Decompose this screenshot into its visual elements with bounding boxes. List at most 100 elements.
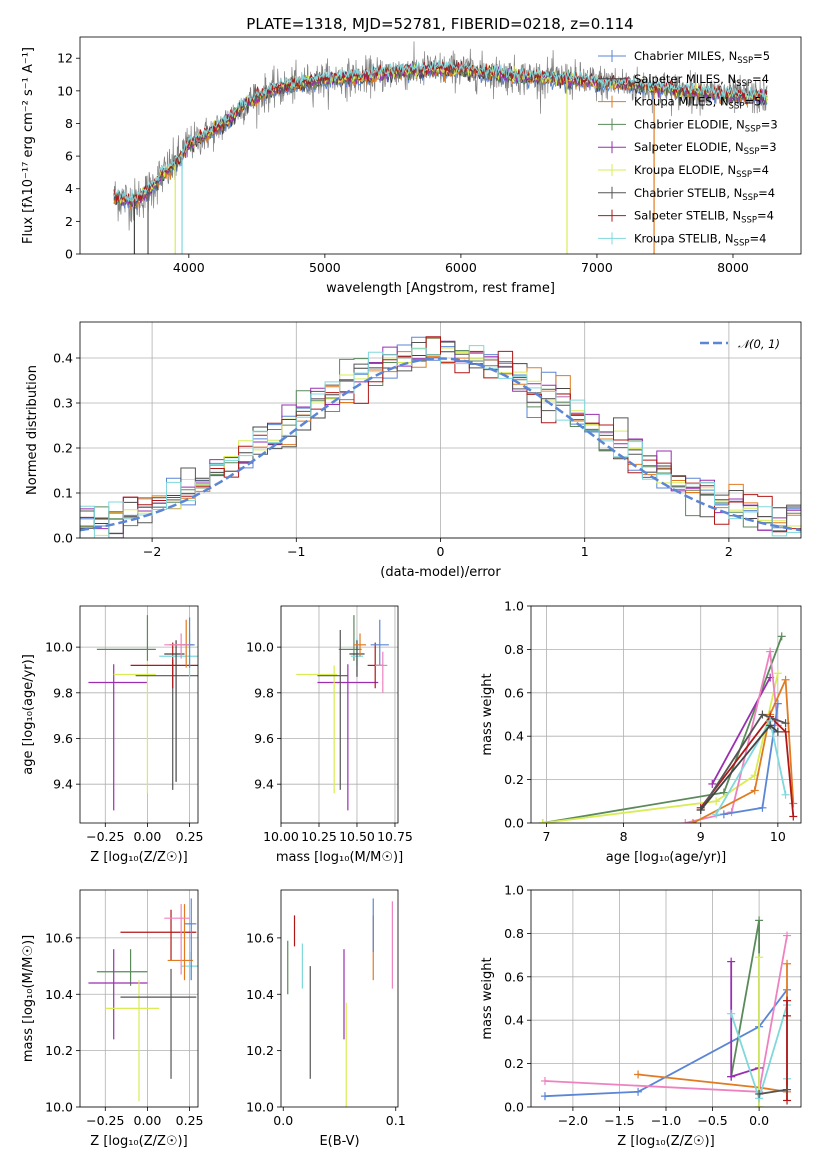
x-axis-label: age [log₁₀(age/yr)] — [606, 850, 727, 865]
ticks: −2 −1 0 1 2 0.0 0.1 0.2 0.3 0.4 — [53, 351, 733, 560]
y-tick-label: 1.0 — [504, 883, 524, 898]
normal-reference-curve — [80, 357, 801, 532]
y-tick-label: 9.4 — [254, 777, 274, 792]
plot-area — [80, 336, 801, 538]
weight-line — [544, 989, 788, 1098]
y-axis-label: Flux [fλ10⁻¹⁷ erg cm⁻² s⁻¹ A⁻¹] — [21, 47, 36, 244]
legend-label: Chabrier MILES, NSSP=5 — [634, 49, 770, 66]
plot-area — [113, 41, 768, 254]
y-tick-label: 0.0 — [504, 1100, 524, 1115]
residuals-panel: −2 −1 0 1 2 0.0 0.1 0.2 0.3 0.4 (data-model)/error… — [25, 321, 802, 580]
figure-title: PLATE=1318, MJD=52781, FIBERID=0218, z=0… — [246, 15, 633, 33]
y-tick-label: 0.6 — [504, 969, 524, 984]
x-tick-label: 10.75 — [377, 829, 413, 844]
y-tick-label: 1.0 — [504, 599, 524, 614]
y-tick-label: 9.8 — [53, 685, 73, 700]
y-tick-label: 0.8 — [504, 926, 524, 941]
ticks: 10.00 10.25 10.50 10.75 9.4 9.6 9.8 10.0 — [246, 640, 413, 844]
y-tick-label: 4 — [65, 181, 73, 196]
spectrum-panel: 4000 5000 6000 7000 8000 0 2 4 6 8 10 12 wavelength … — [21, 36, 802, 296]
x-tick-label: 8000 — [717, 260, 749, 275]
weight-line — [758, 1088, 788, 1095]
legend-label: Kroupa ELODIE, NSSP=4 — [634, 163, 769, 180]
weight-vs-metallicity-panel: −2.0 −1.5 −1.0 −0.5 0.0 0.0 0.2 0.4 0.6 0.8 1.0 Z [… — [480, 883, 802, 1149]
x-tick-label: −1 — [287, 544, 305, 559]
plot-area — [296, 615, 389, 811]
x-tick-label: 6000 — [445, 260, 477, 275]
ticks: 7 8 9 10 0.0 0.2 0.4 0.6 0.8 1.0 — [504, 599, 786, 845]
x-tick-label: −1.5 — [604, 1113, 634, 1128]
axes-frame — [79, 889, 199, 1108]
y-tick-label: 10.4 — [45, 987, 73, 1002]
y-tick-label: 0.8 — [504, 642, 524, 657]
spectrum-legend: Chabrier MILES, NSSP=5 Salpeter MILES, NS… — [598, 49, 778, 248]
x-tick-label: −2 — [143, 544, 161, 559]
legend-label: Salpeter STELIB, NSSP=4 — [634, 209, 774, 226]
y-tick-label: 2 — [65, 214, 73, 229]
mass-vs-metallicity-panel: −0.25 0.00 0.25 10.0 10.2 10.4 10.6 Z [log₁₀(Z/… — [21, 889, 203, 1149]
axes-frame — [280, 605, 399, 824]
y-tick-label: 0.6 — [504, 685, 524, 700]
x-tick-label: 10.50 — [339, 829, 375, 844]
ticks: −0.25 0.00 0.25 9.4 9.6 9.8 10.0 — [45, 640, 203, 844]
x-tick-label: 0.00 — [134, 829, 162, 844]
y-tick-label: 0.2 — [504, 1056, 524, 1071]
legend-label: Salpeter ELODIE, NSSP=3 — [634, 140, 777, 157]
x-tick-label: 1 — [581, 544, 589, 559]
x-tick-label: −2.0 — [558, 1113, 588, 1128]
y-tick-label: 0.0 — [53, 531, 73, 546]
y-tick-label: 8 — [65, 116, 73, 131]
x-tick-label: −1.0 — [651, 1113, 681, 1128]
axes-frame — [79, 321, 802, 539]
plot-area — [287, 898, 393, 1107]
x-axis-label: E(B-V) — [319, 1134, 359, 1149]
y-tick-label: 10.6 — [246, 930, 274, 945]
y-tick-label: 10.6 — [45, 930, 73, 945]
y-tick-label: 9.6 — [254, 731, 274, 746]
x-tick-label: 7 — [542, 829, 550, 844]
axes-frame — [79, 605, 199, 824]
weight-line — [699, 715, 795, 817]
x-axis-label: Z [log₁₀(Z/Z☉)] — [90, 850, 187, 865]
plot-area — [88, 615, 198, 811]
y-tick-label: 10.4 — [246, 987, 274, 1002]
x-tick-label: 10 — [770, 829, 786, 844]
x-tick-label: 4000 — [173, 260, 205, 275]
ticks: 0.0 0.1 10.0 10.2 10.4 10.6 — [246, 930, 406, 1128]
y-tick-label: 6 — [65, 149, 73, 164]
y-tick-label: 0.1 — [53, 486, 73, 501]
x-tick-label: 0.1 — [386, 1113, 406, 1128]
x-tick-label: 0.00 — [134, 1113, 162, 1128]
x-tick-label: 8 — [620, 829, 628, 844]
spectrum-model-line — [113, 63, 768, 207]
y-tick-label: 0.0 — [504, 816, 524, 831]
y-tick-label: 0.2 — [504, 772, 524, 787]
y-tick-label: 10.0 — [45, 640, 73, 655]
y-tick-label: 9.8 — [254, 685, 274, 700]
y-tick-label: 10.2 — [45, 1043, 73, 1058]
y-tick-label: 0.4 — [53, 351, 73, 366]
y-axis-label: mass weight — [480, 673, 495, 755]
legend-label: Kroupa MILES, NSSP=5 — [634, 95, 761, 112]
x-tick-label: 7000 — [581, 260, 613, 275]
ticks: 4000 5000 6000 7000 8000 0 2 4 6 8 10 12 — [57, 51, 749, 275]
residual-legend: 𝒩(0, 1) — [700, 337, 780, 351]
y-tick-label: 0.3 — [53, 396, 73, 411]
legend-label: Chabrier STELIB, NSSP=4 — [634, 186, 775, 203]
age-vs-mass-panel: 10.00 10.25 10.50 10.75 9.4 9.6 9.8 10.0 mass [l… — [246, 605, 413, 865]
x-tick-label: 0.0 — [273, 1113, 293, 1128]
x-tick-label: 0.0 — [749, 1113, 769, 1128]
x-tick-label: −0.25 — [86, 829, 124, 844]
y-tick-label: 10.0 — [246, 640, 274, 655]
x-tick-label: 5000 — [309, 260, 341, 275]
axes-frame — [530, 605, 802, 824]
age-vs-metallicity-panel: −0.25 0.00 0.25 9.4 9.6 9.8 10.0 Z [log₁₀(Z/Z☉)… — [21, 605, 203, 865]
y-axis-label: mass [log₁₀(M/M☉)] — [21, 935, 36, 1062]
x-tick-label: 9 — [697, 829, 705, 844]
y-axis-label: age [log₁₀(age/yr)] — [21, 654, 36, 775]
y-tick-label: 0 — [65, 247, 73, 262]
legend-label: 𝒩(0, 1) — [738, 337, 780, 351]
legend-label: Kroupa STELIB, NSSP=4 — [634, 231, 766, 248]
x-tick-label: −0.25 — [86, 1113, 124, 1128]
